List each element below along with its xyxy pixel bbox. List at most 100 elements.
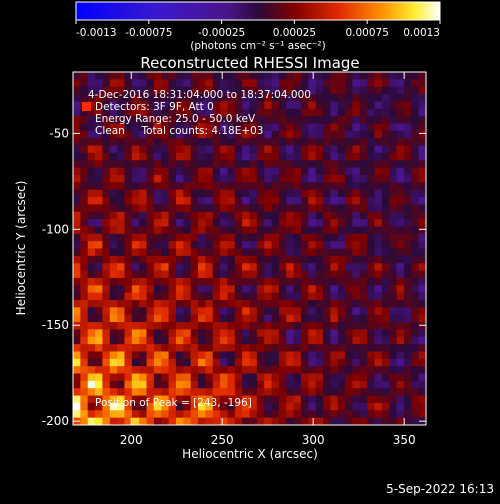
heatmap-cell xyxy=(345,358,353,367)
heatmap-cell xyxy=(102,248,111,257)
heatmap-cell xyxy=(117,116,125,124)
heatmap-cell xyxy=(242,285,250,294)
heatmap-cell xyxy=(227,72,236,80)
heatmap-cell xyxy=(396,292,405,301)
heatmap-cell xyxy=(117,108,125,117)
heatmap-cell xyxy=(293,189,302,198)
heatmap-cell xyxy=(411,130,420,139)
heatmap-cell xyxy=(190,189,199,198)
heatmap-cell xyxy=(411,395,420,404)
heatmap-cell xyxy=(345,138,353,146)
heatmap-cell xyxy=(381,395,390,404)
heatmap-cell xyxy=(175,79,184,88)
heatmap-cell xyxy=(73,373,81,382)
heatmap-cell xyxy=(109,358,118,367)
heatmap-cell xyxy=(95,329,103,338)
heatmap-cell xyxy=(161,285,169,294)
heatmap-cell xyxy=(234,130,243,139)
heatmap-cell xyxy=(161,380,169,389)
heatmap-cell xyxy=(278,123,287,132)
heatmap-cell xyxy=(220,226,228,235)
heatmap-cell xyxy=(183,160,192,168)
heatmap-cell xyxy=(131,322,140,330)
heatmap-cell xyxy=(293,108,302,117)
heatmap-cell xyxy=(264,123,272,132)
heatmap-cell xyxy=(308,314,317,323)
heatmap-cell xyxy=(396,167,405,176)
heatmap-cell xyxy=(220,138,228,146)
heatmap-cell xyxy=(117,226,125,235)
heatmap-cell xyxy=(300,380,309,389)
heatmap-cell xyxy=(80,248,89,257)
heatmap-cell xyxy=(227,182,236,191)
heatmap-cell xyxy=(109,130,118,139)
heatmap-cell xyxy=(418,285,426,294)
heatmap-cell xyxy=(381,255,390,264)
heatmap-cell xyxy=(234,219,243,227)
heatmap-cell xyxy=(109,402,118,411)
heatmap-cell xyxy=(117,211,125,220)
heatmap-cell xyxy=(220,94,228,102)
heatmap-cell xyxy=(161,270,169,279)
heatmap-cell xyxy=(411,72,420,80)
heatmap-cell xyxy=(308,373,317,382)
heatmap-cell xyxy=(337,351,346,360)
heatmap-cell xyxy=(205,366,214,374)
heatmap-cell xyxy=(146,116,155,124)
heatmap-cell xyxy=(300,116,309,124)
heatmap-cell xyxy=(264,167,272,176)
heatmap-cell xyxy=(278,174,287,183)
heatmap-cell xyxy=(109,417,118,425)
heatmap-cell xyxy=(411,277,420,286)
heatmap-cell xyxy=(117,72,125,80)
heatmap-cell xyxy=(95,336,103,345)
heatmap-cell xyxy=(190,79,199,88)
heatmap-cell xyxy=(242,241,250,249)
heatmap-cell xyxy=(161,226,169,235)
heatmap-cell xyxy=(242,167,250,176)
heatmap-cell xyxy=(293,344,302,352)
heatmap-cell xyxy=(87,79,96,88)
heatmap-cell xyxy=(183,285,192,294)
heatmap-cell xyxy=(418,152,426,161)
heatmap-cell xyxy=(212,211,221,220)
heatmap-cell xyxy=(367,204,375,213)
heatmap-cell xyxy=(396,72,405,80)
heatmap-cell xyxy=(418,314,426,323)
colorbar-tick-label: 0.0013 xyxy=(403,27,440,39)
heatmap-cell xyxy=(271,410,280,419)
heatmap-cell xyxy=(109,395,118,404)
heatmap-cell xyxy=(308,219,317,227)
heatmap-cell xyxy=(271,299,280,308)
heatmap-cell xyxy=(249,94,258,102)
heatmap-cell xyxy=(352,130,361,139)
heatmap-cell xyxy=(242,358,250,367)
heatmap-cell xyxy=(315,336,324,345)
heatmap-cell xyxy=(183,86,192,95)
heatmap-cell xyxy=(264,86,272,95)
heatmap-cell xyxy=(175,402,184,411)
heatmap-cell xyxy=(337,366,346,374)
heatmap-cell xyxy=(249,197,258,205)
heatmap-cell xyxy=(102,285,111,294)
heatmap-cell xyxy=(352,101,361,110)
heatmap-cell xyxy=(389,380,397,389)
heatmap-cell xyxy=(146,285,155,294)
heatmap-cell xyxy=(168,152,177,161)
heatmap-cell xyxy=(293,101,302,110)
heatmap-cell xyxy=(87,108,96,117)
heatmap-cell xyxy=(80,138,89,146)
heatmap-cell xyxy=(374,204,383,213)
heatmap-cell xyxy=(117,182,125,191)
heatmap-cell xyxy=(198,123,206,132)
heatmap-cell xyxy=(95,277,103,286)
heatmap-cell xyxy=(345,86,353,95)
heatmap-cell xyxy=(256,277,265,286)
heatmap-cell xyxy=(117,299,125,308)
heatmap-cell xyxy=(286,79,295,88)
heatmap-cell xyxy=(315,116,324,124)
heatmap-cell xyxy=(161,79,169,88)
heatmap-cell xyxy=(396,130,405,139)
heatmap-cell xyxy=(381,351,390,360)
heatmap-cell xyxy=(278,241,287,249)
